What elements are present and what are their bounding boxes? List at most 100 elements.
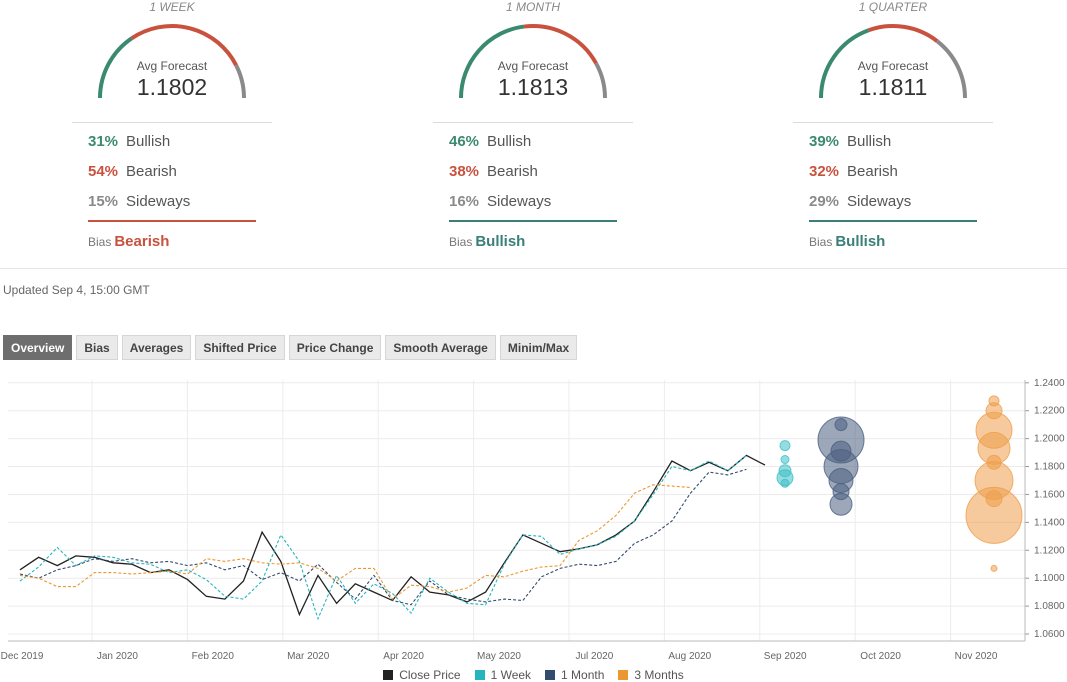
bearish-row: 32% Bearish	[809, 163, 898, 180]
avg-forecast-label: Avg Forecast	[136, 59, 208, 73]
bullish-row: 39% Bullish	[809, 133, 891, 150]
updated-timestamp: Updated Sep 4, 15:00 GMT	[3, 283, 150, 297]
sideways-label: Sideways	[126, 193, 191, 210]
legend-swatch	[474, 670, 485, 680]
bearish-label: Bearish	[126, 163, 177, 180]
gauge-bearish-arc	[867, 24, 939, 43]
sideways-label: Sideways	[847, 193, 912, 210]
gauge-bullish-arc	[459, 24, 525, 99]
bearish-percent: 32%	[809, 163, 840, 180]
forecast-chart: 1.2400 1.2200 1.2000 1.1800 1.1600 1.1400 1.12…	[1, 378, 1065, 662]
y-tick-label: 1.1000	[1034, 573, 1065, 584]
bullish-percent: 46%	[449, 133, 480, 150]
forecast-bubble-1-week[interactable]	[779, 440, 791, 452]
x-tick-label: Nov 2020	[955, 651, 998, 662]
gauge-bearish-arc	[523, 24, 598, 65]
bias-underline	[88, 220, 256, 222]
forecast-bubble-1-week[interactable]	[780, 478, 790, 488]
bullish-percent: 39%	[809, 133, 840, 150]
divider	[433, 122, 633, 123]
sideways-row: 29% Sideways	[809, 193, 911, 210]
sideways-percent: 29%	[809, 193, 840, 210]
bias-value: Bullish	[475, 233, 526, 250]
legend-item-1-month[interactable]: 1 Month	[545, 668, 604, 682]
chart-legend: Close Price 1 Week 1 Month 3 Months	[0, 668, 1067, 682]
series-line-1-month	[19, 468, 747, 606]
avg-forecast-label: Avg Forecast	[857, 59, 929, 73]
avg-forecast-value: 1.1813	[497, 74, 569, 100]
tab-overview[interactable]: Overview	[3, 335, 73, 360]
gauge-bearish-arc	[130, 24, 238, 67]
tab-smooth-average[interactable]: Smooth Average	[385, 335, 496, 360]
legend-label: 3 Months	[634, 668, 684, 682]
y-tick-label: 1.2400	[1034, 378, 1065, 389]
period-title: 1 WEEK	[149, 0, 195, 14]
chart-tabs: Overview Bias Averages Shifted Price Pri…	[3, 335, 578, 360]
bearish-label: Bearish	[847, 163, 898, 180]
y-tick-label: 1.2000	[1034, 434, 1065, 445]
legend-swatch	[618, 670, 629, 680]
bias-value: Bearish	[114, 233, 170, 250]
bias: Bias Bullish	[449, 233, 525, 250]
y-tick-label: 1.1600	[1034, 489, 1065, 500]
forecast-bubble-3-months[interactable]	[990, 564, 998, 572]
tab-averages[interactable]: Averages	[121, 335, 192, 360]
y-tick-label: 1.0600	[1034, 629, 1065, 640]
divider	[793, 122, 993, 123]
bias-label: Bias	[449, 235, 473, 249]
bearish-percent: 54%	[88, 163, 119, 180]
forecast-bubble-1-week[interactable]	[780, 455, 790, 465]
legend-label: 1 Week	[490, 668, 532, 682]
bullish-label: Bullish	[847, 133, 892, 150]
x-tick-label: Jan 2020	[97, 651, 139, 662]
x-tick-label: May 2020	[477, 651, 521, 662]
bullish-percent: 31%	[88, 133, 119, 150]
tab-shifted-price[interactable]: Shifted Price	[195, 335, 285, 360]
bias-underline	[809, 220, 977, 222]
bias-label: Bias	[88, 235, 112, 249]
x-tick-label: Aug 2020	[668, 651, 711, 662]
sideways-row: 16% Sideways	[449, 193, 551, 210]
x-tick-label: Mar 2020	[287, 651, 330, 662]
x-tick-label: Oct 2020	[860, 651, 901, 662]
y-tick-label: 1.0800	[1034, 601, 1065, 612]
sentiment-gauge	[98, 24, 246, 99]
y-tick-label: 1.1200	[1034, 545, 1065, 556]
period-title: 1 MONTH	[506, 0, 560, 14]
legend-label: 1 Month	[561, 668, 605, 682]
bias-label: Bias	[809, 235, 833, 249]
legend-item-3-months[interactable]: 3 Months	[618, 668, 684, 682]
y-tick-label: 1.1800	[1034, 462, 1065, 473]
forecast-bubble-1-month[interactable]	[829, 492, 853, 516]
forecast-bubble-3-months[interactable]	[965, 486, 1023, 544]
legend-item-close-price[interactable]: Close Price	[383, 668, 461, 682]
series-line-1-week	[19, 454, 747, 621]
x-tick-label: Jul 2020	[575, 651, 613, 662]
bias-underline	[449, 220, 617, 222]
x-tick-label: Dec 2019	[1, 651, 44, 662]
bullish-label: Bullish	[126, 133, 171, 150]
sideways-percent: 15%	[88, 193, 119, 210]
bearish-percent: 38%	[449, 163, 480, 180]
sideways-row: 15% Sideways	[88, 193, 190, 210]
bias-value: Bullish	[835, 233, 886, 250]
sideways-label: Sideways	[487, 193, 552, 210]
tab-bias[interactable]: Bias	[76, 335, 118, 360]
bearish-row: 54% Bearish	[88, 163, 177, 180]
bearish-label: Bearish	[487, 163, 538, 180]
tab-price-change[interactable]: Price Change	[288, 335, 382, 360]
divider	[72, 122, 272, 123]
legend-item-1-week[interactable]: 1 Week	[474, 668, 532, 682]
plot-area	[8, 380, 1025, 641]
bias: Bias Bearish	[88, 233, 169, 250]
bearish-row: 38% Bearish	[449, 163, 538, 180]
sideways-percent: 16%	[449, 193, 480, 210]
series-line-3-months	[19, 484, 691, 600]
tab-minim-max[interactable]: Minim/Max	[499, 335, 578, 360]
sentiment-gauge	[819, 24, 967, 99]
avg-forecast-value: 1.1802	[136, 74, 208, 100]
bullish-row: 46% Bullish	[449, 133, 531, 150]
gauge-bullish-arc	[98, 36, 133, 99]
period-title: 1 QUARTER	[858, 0, 928, 14]
